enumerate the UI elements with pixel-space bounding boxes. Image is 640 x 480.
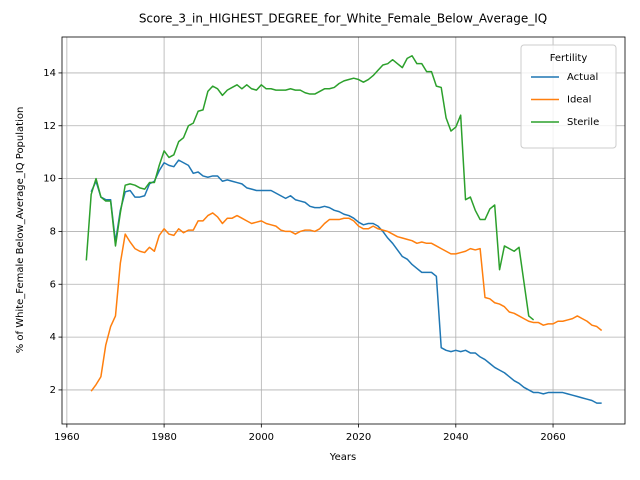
- x-tick-label: 2000: [249, 432, 274, 443]
- x-tick-label: 1960: [54, 432, 79, 443]
- x-tick-label: 2020: [346, 432, 371, 443]
- y-tick-label: 12: [43, 121, 56, 132]
- legend-label: Sterile: [567, 117, 599, 128]
- y-tick-label: 6: [50, 279, 56, 290]
- y-tick-label: 8: [50, 226, 56, 237]
- y-tick-label: 14: [43, 68, 56, 79]
- data-line: [85, 55, 535, 321]
- y-axis-label: % of White_Female Below_Average_IQ Popul…: [15, 107, 26, 354]
- legend: Fertility Actual Ideal Sterile: [520, 44, 617, 149]
- x-axis-label: Years: [329, 452, 356, 463]
- y-tick-label: 2: [50, 385, 56, 396]
- data-line: [90, 212, 603, 392]
- x-tick-label: 2060: [540, 432, 565, 443]
- data-line: [90, 159, 602, 404]
- chart-title: Score_3_in_HIGHEST_DEGREE_for_White_Fema…: [139, 12, 547, 26]
- legend-title: Fertility: [550, 53, 588, 64]
- legend-label: Ideal: [567, 95, 591, 106]
- y-tick-label: 10: [43, 174, 56, 185]
- y-tick-label: 4: [50, 332, 56, 343]
- x-tick-label: 2040: [443, 432, 468, 443]
- axes-frame: [61, 36, 626, 425]
- legend-label: Actual: [567, 72, 598, 83]
- x-tick-label: 1980: [151, 432, 176, 443]
